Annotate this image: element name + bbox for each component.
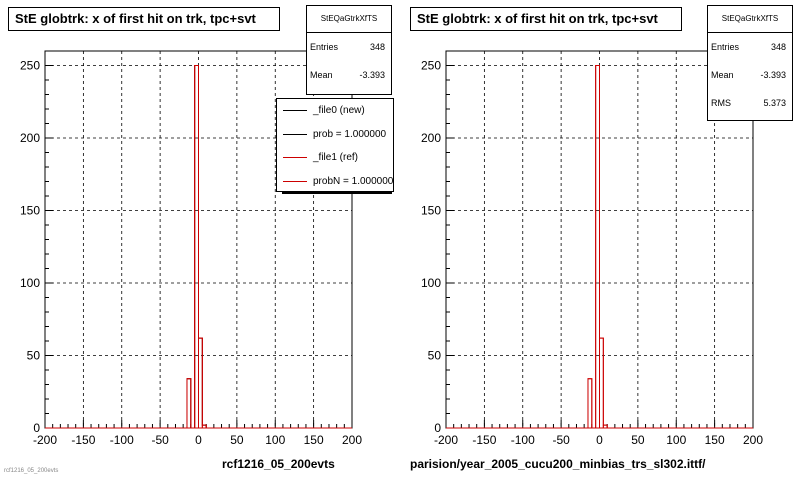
right-chart-title: StE globtrk: x of first hit on trk, tpc+…: [410, 7, 682, 31]
left-histogram-bin-3: [194, 65, 200, 429]
right-y-tick-label-0: 0: [434, 421, 441, 435]
right-x-tick-label--200: -200: [434, 433, 458, 447]
left-stats-mean-row: Mean -3.393: [307, 61, 391, 89]
left-stats-mean-label: Mean: [310, 70, 333, 80]
left-stats-entries-value: 348: [369, 42, 385, 52]
left-chart-title: StE globtrk: x of first hit on trk, tpc+…: [8, 7, 280, 31]
right-stats-rms-value: 5.373: [763, 98, 786, 108]
right-x-tick-label-0: 0: [596, 433, 603, 447]
left-x-tick-label-50: 50: [230, 433, 244, 447]
right-stats-rms-row: RMS 5.373: [708, 89, 792, 117]
right-stats-box: StEQaGtrkXfTS Entries 348 Mean -3.393 RM…: [707, 5, 793, 121]
right-stats-entries-label: Entries: [711, 42, 740, 52]
legend-swatch-probn: [283, 180, 307, 182]
left-x-tick-label-200: 200: [342, 433, 362, 447]
footer-label: rcf1216_05_200evts: [4, 468, 59, 474]
right-x-tick-label-50: 50: [631, 433, 645, 447]
left-stats-name: StEQaGtrkXfTS: [307, 6, 391, 33]
right-histogram-bin-5: [602, 424, 608, 429]
right-stats-mean-row: Mean -3.393: [708, 61, 792, 89]
right-y-tick-label-50: 50: [428, 349, 442, 363]
legend-entry-prob: prob = 1.000000: [277, 123, 393, 147]
left-x-tick-label--100: -100: [110, 433, 134, 447]
left-x-axis-title: rcf1216_05_200evts: [222, 457, 335, 471]
left-stats-box: StEQaGtrkXfTS Entries 348 Mean -3.393: [306, 5, 392, 95]
left-y-tick-label-150: 150: [20, 204, 40, 218]
left-y-tick-label-0: 0: [33, 421, 40, 435]
legend-entry-file1: _file1 (ref): [277, 146, 393, 170]
left-histogram-bin-5: [201, 424, 207, 429]
right-stats-mean-value: -3.393: [760, 70, 786, 80]
left-y-tick-label-250: 250: [20, 59, 40, 73]
right-histogram-bin-1: [587, 378, 593, 429]
right-x-tick-label--100: -100: [511, 433, 535, 447]
left-histogram-bin-4: [198, 337, 203, 429]
left-y-tick-label-200: 200: [20, 131, 40, 145]
legend-entry-probn: probN = 1.000000: [277, 170, 394, 192]
right-x-tick-label-150: 150: [705, 433, 725, 447]
left-x-tick-label--50: -50: [151, 433, 169, 447]
right-y-tick-label-200: 200: [421, 131, 441, 145]
right-y-tick-label-100: 100: [421, 276, 441, 290]
legend-label-probn: probN = 1.000000: [313, 175, 394, 187]
left-y-tick-label-50: 50: [27, 349, 41, 363]
left-x-tick-label--150: -150: [71, 433, 95, 447]
left-x-tick-label-150: 150: [304, 433, 324, 447]
legend-label-file0: _file0 (new): [313, 105, 365, 116]
right-stats-mean-label: Mean: [711, 70, 734, 80]
right-y-tick-label-150: 150: [421, 204, 441, 218]
right-stats-entries-row: Entries 348: [708, 33, 792, 61]
right-stats-rms-label: RMS: [711, 98, 731, 108]
legend-swatch-prob: [283, 133, 307, 135]
left-x-tick-label-0: 0: [195, 433, 202, 447]
right-histogram-bin-3: [595, 65, 600, 429]
left-y-tick-label-100: 100: [20, 276, 40, 290]
legend-label-prob: prob = 1.000000: [313, 128, 387, 140]
left-x-tick-label--200: -200: [33, 433, 57, 447]
legend-swatch-file1: [283, 157, 307, 158]
legend-label-file1: _file1 (ref): [313, 152, 359, 163]
left-legend: _file0 (new) prob = 1.000000 _file1 (ref…: [276, 98, 394, 192]
right-x-axis-title: parision/year_2005_cucu200_minbias_trs_s…: [410, 457, 706, 471]
right-y-tick-label-250: 250: [421, 59, 441, 73]
left-stats-entries-row: Entries 348: [307, 33, 391, 61]
right-x-tick-label--50: -50: [552, 433, 570, 447]
left-histogram-bin-1: [186, 378, 192, 429]
right-x-tick-label--150: -150: [472, 433, 496, 447]
left-stats-entries-label: Entries: [310, 42, 339, 52]
legend-entry-file0: _file0 (new): [277, 99, 393, 123]
right-histogram-bin-4: [599, 337, 604, 429]
legend-swatch-file0: [283, 110, 307, 111]
right-stats-name: StEQaGtrkXfTS: [708, 6, 792, 33]
left-legend-shadow: [282, 190, 392, 194]
right-x-tick-label-200: 200: [743, 433, 763, 447]
right-x-tick-label-100: 100: [666, 433, 686, 447]
right-stats-entries-value: 348: [770, 42, 786, 52]
left-x-tick-label-100: 100: [265, 433, 285, 447]
left-stats-mean-value: -3.393: [359, 70, 385, 80]
